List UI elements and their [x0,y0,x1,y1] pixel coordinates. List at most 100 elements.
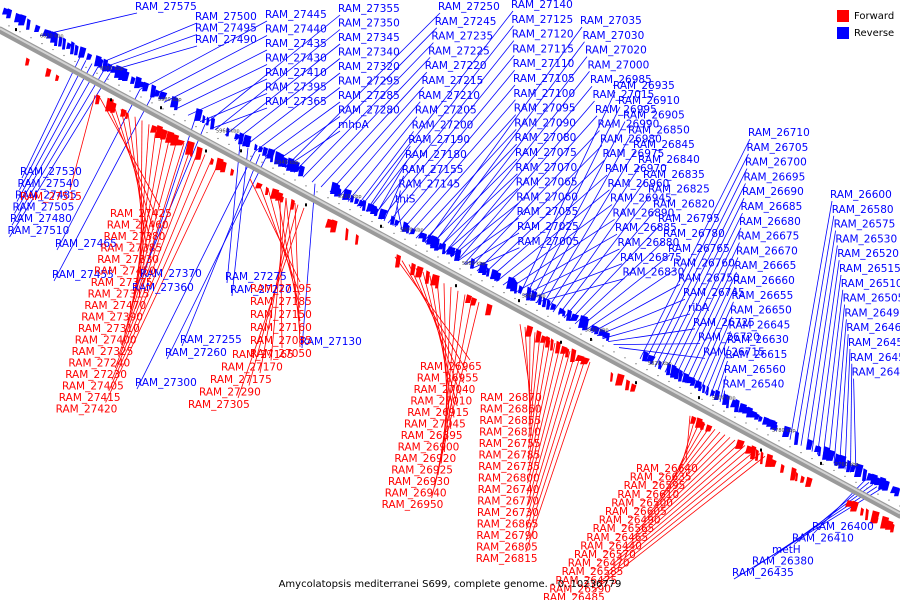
gene-label: RAM_26935 [613,80,675,92]
gene-label: RAM_27295 [338,76,400,88]
gene-label: RAM_27355 [338,3,400,15]
reverse-gene [894,487,900,497]
leader-line [374,160,408,217]
reverse-gene [410,227,416,235]
leader-line [476,145,603,272]
reverse-gene [122,70,130,81]
gene-label: RAM_27215 [422,75,484,87]
scale-tick-label: 5820 kbp [648,361,672,367]
gene-label: RAM_27485 [15,190,77,202]
ruler-dot [679,386,681,389]
leader-line [496,189,610,282]
gene-label: RAM_27455 [52,269,114,281]
reverse-gene [342,188,352,200]
leader-line [527,343,556,472]
gene-label: RAM_26970 [605,163,667,175]
gene-label: RAM_27235 [431,31,493,43]
gene-label: RAM_27325 [72,346,134,358]
gene-label: RAM_27390 [81,312,143,324]
reverse-gene [470,257,475,269]
leader-line [839,334,849,467]
reverse-gene [546,298,551,310]
gene-label: RAM_26655 [732,290,794,302]
forward-gene [625,379,631,391]
gene-label: RAM_27500 [195,11,257,23]
reverse-gene [278,152,285,167]
gene-label: RAM_26755 [479,438,541,450]
leader-line [611,447,751,566]
gene-label: RAM_27340 [338,47,400,59]
forward-gene [865,508,869,521]
gene-label: RAM_26955 [417,373,479,385]
leader-line [366,25,514,213]
gene-label: RAM_27275 [225,271,287,283]
gene-label: RAM_26485 [543,592,605,600]
gene-label: RAM_26720 [698,332,760,344]
gene-label: RAM_27105 [513,73,575,85]
leader-line [709,346,730,397]
ruler-dot [536,309,538,311]
gene-label: RAM_26410 [792,533,854,545]
gene-label: thiS [395,193,416,205]
gene-label: RAM_27025 [517,221,579,233]
marker [518,299,520,303]
forward-gene [425,270,430,284]
forward-gene [265,186,269,196]
gene-label: RAM_27210 [418,90,480,102]
gene-label: RAM_27015 [593,89,655,101]
reverse-gene [390,215,395,225]
reverse-gene [854,463,864,478]
marker [635,381,637,385]
leader-line [667,423,706,489]
forward-gene [155,125,163,139]
gene-label: RAM_27085 [250,335,312,347]
gene-label: RAM_26770 [477,496,539,508]
forward-gene [570,348,577,362]
ruler-dot [668,380,670,383]
leader-line [806,245,838,449]
reverse-gene [486,267,490,277]
gene-label: RAM_27095 [514,103,576,115]
gene-label: RAM_27160 [250,322,312,334]
leader-line [373,40,515,216]
gene-label: RAM_27010 [410,396,472,408]
gene-label: RAM_27385 [100,243,162,255]
gene-label: RAM_26670 [736,245,798,257]
gene-label: RAM_26745 [683,287,745,299]
ruler-dot [228,143,230,146]
reverse-gene [818,445,822,457]
leader-line [457,217,519,262]
ruler-dot [822,463,824,466]
leader-line [293,27,437,173]
gene-label: RAM_26740 [478,484,540,496]
scale-tick-label: 5900 kbp [400,228,424,234]
ruler-dot [338,203,340,205]
reverse-gene [558,307,565,314]
leader-line [234,58,341,141]
gene-label: RAM_27000 [588,59,650,71]
gene-label: RAM_26905 [623,110,685,122]
backbone-shadow [0,26,900,519]
leader-line [329,86,424,193]
gene-label: RAM_26845 [633,139,695,151]
gene-label: RAM_26725 [693,317,755,329]
leader-line [789,200,833,440]
leader-line [114,150,199,369]
leader-line [811,260,840,452]
ruler-dot [756,428,758,430]
ruler-dot [448,262,450,264]
gene-label: RAM_26800 [478,473,540,485]
leader-line [644,153,749,362]
leader-line [833,319,847,464]
gene-label: RAM_27045 [404,419,466,431]
reverse-gene [66,42,72,49]
gene-label: RAM_27305 [188,399,250,411]
reverse-gene [782,425,792,438]
leader-line [674,242,740,378]
ruler-dot [360,214,362,217]
gene-label: mhpA [338,119,370,131]
leader-line [14,66,99,214]
gene-label: RAM_26840 [638,154,700,166]
leader-line [338,101,421,197]
